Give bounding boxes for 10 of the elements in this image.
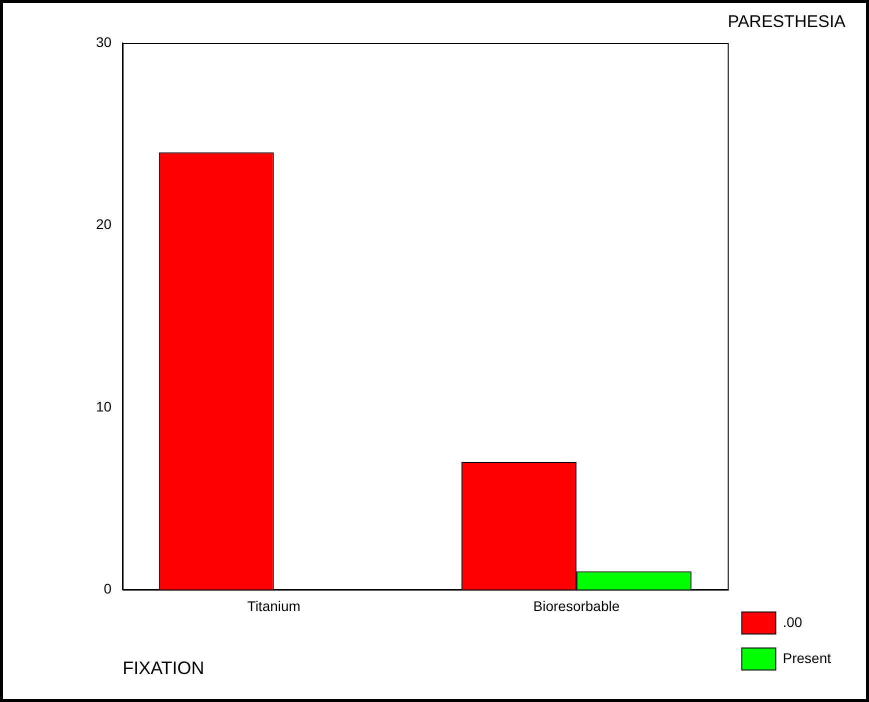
x-tick-label: Titanium (247, 598, 300, 614)
y-tick-label: 0 (104, 580, 112, 596)
y-tick-label: 10 (96, 398, 112, 414)
x-tick-label: Bioresorbable (533, 598, 620, 614)
legend-title: PARESTHESIA (728, 12, 846, 32)
y-tick-label: 30 (96, 34, 112, 50)
legend-label: .00 (782, 614, 802, 630)
y-tick-label: 20 (96, 216, 112, 232)
x-axis-title: FIXATION (122, 658, 204, 678)
legend-label: Present (782, 650, 832, 666)
